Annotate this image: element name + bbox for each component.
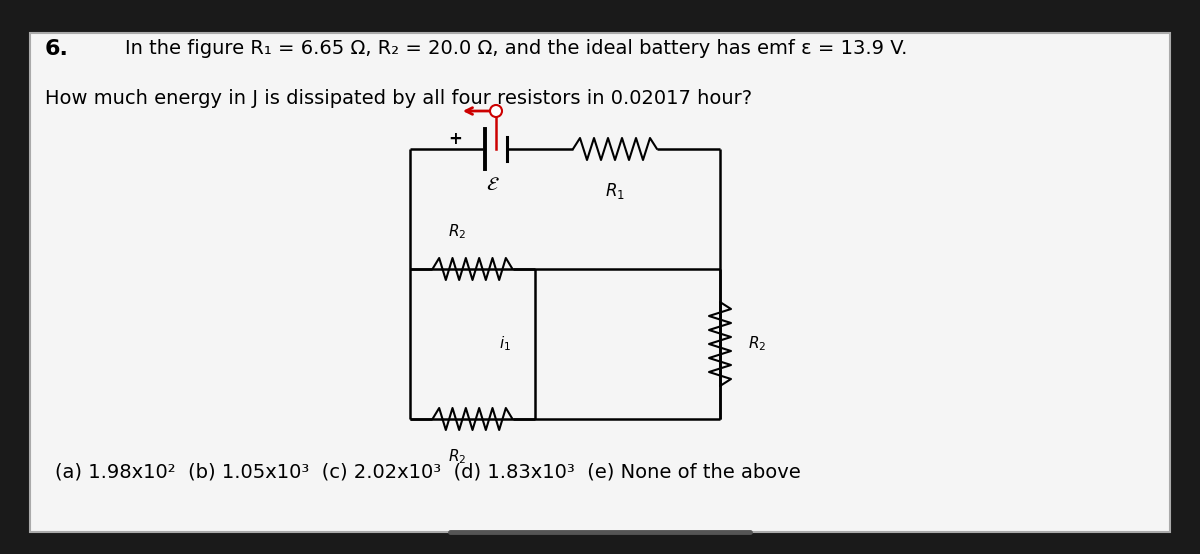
Text: $R_1$: $R_1$ — [605, 181, 625, 201]
Text: (a) 1.98x10²  (b) 1.05x10³  (c) 2.02x10³  (d) 1.83x10³  (e) None of the above: (a) 1.98x10² (b) 1.05x10³ (c) 2.02x10³ (… — [55, 463, 800, 482]
Text: How much energy in J is dissipated by all four resistors in 0.02017 hour?: How much energy in J is dissipated by al… — [46, 89, 752, 108]
Text: $R_2$: $R_2$ — [449, 222, 467, 241]
Circle shape — [490, 105, 502, 117]
Text: $R_2$: $R_2$ — [449, 447, 467, 466]
Text: +: + — [448, 130, 462, 148]
Text: $R_2$: $R_2$ — [748, 335, 767, 353]
Text: 6.: 6. — [46, 39, 68, 59]
Text: $i_1$: $i_1$ — [499, 335, 511, 353]
Text: In the figure R₁ = 6.65 Ω, R₂ = 20.0 Ω, and the ideal battery has emf ε = 13.9 V: In the figure R₁ = 6.65 Ω, R₂ = 20.0 Ω, … — [125, 39, 907, 58]
Text: $\mathcal{E}$: $\mathcal{E}$ — [486, 175, 500, 193]
